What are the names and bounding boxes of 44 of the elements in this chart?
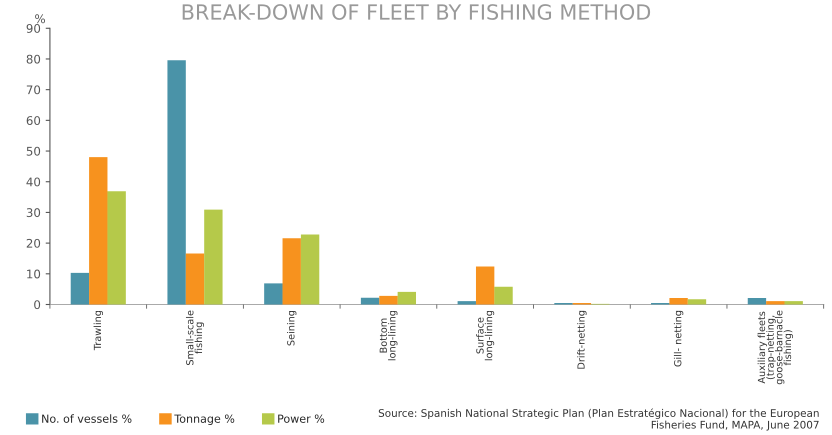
- bar: [766, 301, 785, 304]
- bar: [458, 301, 476, 304]
- x-tick-label: Gill- netting: [674, 310, 684, 367]
- y-tick-label: 10: [27, 270, 40, 278]
- x-tick-label: Drift-netting: [577, 310, 587, 369]
- bar: [204, 210, 223, 304]
- source-note: Source: Spanish National Strategic Plan (Plan Estratégico Nacional) for the European Fisheries Fund, MAPA, June 2007: [378, 408, 819, 431]
- y-tick-label: 40: [26, 177, 40, 186]
- bar: [107, 191, 126, 304]
- bar: [89, 157, 108, 304]
- bar: [784, 301, 803, 304]
- bar: [264, 283, 283, 304]
- bar: [494, 286, 513, 304]
- y-tick-label: 0: [34, 300, 40, 310]
- bar: [282, 238, 301, 304]
- bar: [379, 296, 398, 304]
- y-tick-label: 50: [26, 146, 40, 156]
- bar: [669, 298, 688, 304]
- y-tick-label: 60: [26, 116, 40, 126]
- bar: [167, 60, 186, 304]
- y-tick-label: 20: [26, 238, 40, 248]
- x-tick-label: Trawling: [94, 310, 103, 350]
- y-tick-label: 70: [26, 85, 40, 94]
- x-tick-label: Surface long-lining: [476, 310, 494, 360]
- y-tick-label: 30: [26, 208, 40, 218]
- legend-label: Tonnage %: [174, 414, 234, 425]
- bar: [688, 299, 706, 304]
- x-tick-label: Small-scale fishing: [186, 310, 204, 365]
- bar: [476, 266, 494, 304]
- bar: [748, 298, 766, 304]
- y-axis-title: %: [35, 14, 46, 24]
- x-tick-label: Auxiliary fleets (trap-netting, goose-barnacle fishing): [758, 310, 794, 384]
- bar: [398, 292, 416, 304]
- y-tick-label: 80: [26, 54, 40, 64]
- x-tick-label: Seining: [287, 310, 296, 346]
- legend-label: No. of vessels %: [42, 414, 132, 423]
- chart-title: BREAK-DOWN OF FLEET BY FISHING METHOD: [182, 4, 650, 20]
- bar: [186, 254, 204, 304]
- bar: [360, 298, 380, 304]
- legend-label: Power %: [278, 414, 324, 423]
- bar: [70, 272, 90, 304]
- x-tick-label: Bottom long-lining: [380, 310, 398, 360]
- bar: [300, 234, 320, 304]
- y-tick-label: 90: [26, 24, 40, 33]
